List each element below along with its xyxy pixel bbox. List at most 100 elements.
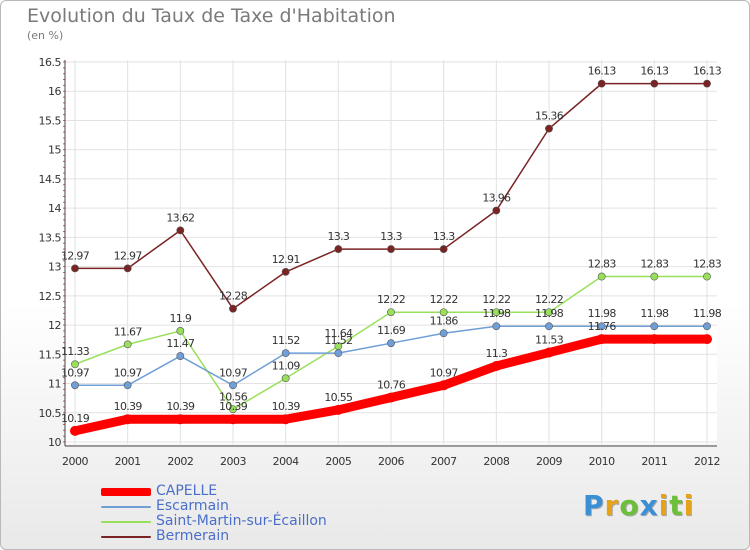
x-tick-label: 2003 [220, 455, 246, 468]
data-label: 12.22 [482, 293, 510, 306]
data-label: 13.3 [327, 230, 349, 243]
data-point [387, 308, 395, 317]
legend-label: Escarmain [156, 498, 229, 514]
data-point [123, 264, 132, 273]
data-point [703, 272, 711, 281]
data-point [545, 308, 553, 317]
logo-letter: t [669, 489, 684, 522]
data-label: 11.53 [535, 334, 564, 347]
data-label: 11.47 [166, 337, 195, 350]
data-point [597, 79, 606, 88]
data-point [175, 414, 186, 425]
legend-swatch [101, 488, 151, 496]
data-point [492, 206, 501, 215]
legend-label: Saint-Martin-sur-Écaillon [156, 513, 327, 529]
y-tick-label: 12.5 [39, 290, 62, 303]
data-point [71, 264, 79, 273]
data-point [492, 322, 501, 331]
data-label: 12.83 [640, 258, 669, 271]
data-point [597, 322, 606, 331]
logo-letter: o [619, 489, 640, 522]
data-point [228, 414, 238, 425]
x-tick-label: 2009 [536, 455, 562, 468]
legend-swatch [101, 521, 151, 523]
y-tick-label: 10 [48, 436, 61, 449]
data-point [650, 272, 659, 281]
x-tick-label: 2010 [589, 455, 615, 468]
data-point [491, 361, 502, 371]
x-tick-label: 2008 [483, 455, 509, 468]
data-point [333, 404, 344, 415]
logo-letter: i [683, 489, 695, 522]
data-label: 12.91 [272, 253, 300, 266]
data-label: 11.52 [272, 334, 300, 347]
data-point [176, 352, 185, 360]
data-point [597, 272, 606, 281]
x-tick-label: 2004 [273, 455, 299, 468]
x-tick-label: 2001 [115, 455, 141, 468]
data-label: 12.22 [535, 293, 563, 306]
data-point [176, 327, 185, 335]
data-point [438, 380, 449, 391]
data-label: 11.98 [535, 307, 564, 320]
data-point [439, 329, 448, 338]
data-point [439, 308, 448, 317]
data-label: 13.3 [380, 230, 402, 243]
legend-label: Bermerain [156, 528, 230, 544]
chart-title: Evolution du Taux de Taxe d'Habitation [27, 5, 396, 27]
legend-label: CAPELLE [156, 483, 218, 499]
data-label: 11.33 [61, 345, 90, 358]
data-point [545, 322, 553, 331]
data-label: 10.97 [219, 366, 248, 379]
data-point [649, 334, 660, 345]
data-label: 16.13 [588, 65, 617, 78]
data-label: 10.55 [324, 391, 353, 404]
data-label: 10.97 [61, 366, 90, 379]
data-label: 13.3 [433, 230, 455, 243]
x-tick-label: 2002 [167, 455, 193, 468]
data-point [122, 414, 133, 425]
data-label: 10.39 [166, 400, 195, 413]
data-point [334, 245, 343, 253]
data-point [387, 245, 395, 253]
data-point [650, 79, 659, 88]
y-tick-label: 13 [48, 261, 61, 274]
data-label: 11.98 [693, 307, 722, 320]
logo-letter: x [639, 489, 659, 522]
legend-swatch [101, 536, 151, 538]
x-tick-label: 2011 [641, 455, 667, 468]
data-label: 13.96 [482, 191, 511, 204]
data-label: 11.67 [114, 325, 143, 338]
y-tick-label: 16.5 [39, 56, 62, 69]
data-label: 11.3 [485, 347, 507, 360]
logo-letter: r [604, 489, 620, 522]
data-point [70, 425, 80, 436]
proxiti-logo: Proxiti [583, 489, 694, 523]
y-tick-label: 15 [48, 144, 61, 157]
data-label: 11.98 [588, 307, 617, 320]
data-label: 10.39 [219, 400, 248, 413]
data-point [544, 347, 554, 358]
data-point [229, 304, 237, 313]
data-point [492, 308, 501, 317]
data-point [281, 374, 290, 383]
x-tick-label: 2007 [431, 455, 457, 468]
data-label: 11.98 [640, 307, 669, 320]
data-label: 10.56 [219, 390, 248, 403]
data-label: 16.13 [640, 65, 669, 78]
data-point [650, 322, 659, 331]
y-tick-label: 11.5 [39, 348, 62, 361]
data-label: 11.98 [482, 307, 511, 320]
data-point [703, 322, 711, 331]
data-point [545, 124, 553, 133]
data-label: 10.39 [272, 400, 301, 413]
y-tick-label: 16 [48, 85, 61, 98]
y-tick-label: 13.5 [39, 231, 62, 244]
data-label: 12.97 [114, 249, 143, 262]
y-tick-label: 15.5 [39, 114, 62, 127]
data-label: 10.76 [377, 379, 406, 392]
data-label: 16.13 [693, 65, 722, 78]
data-label: 12.28 [219, 290, 248, 303]
